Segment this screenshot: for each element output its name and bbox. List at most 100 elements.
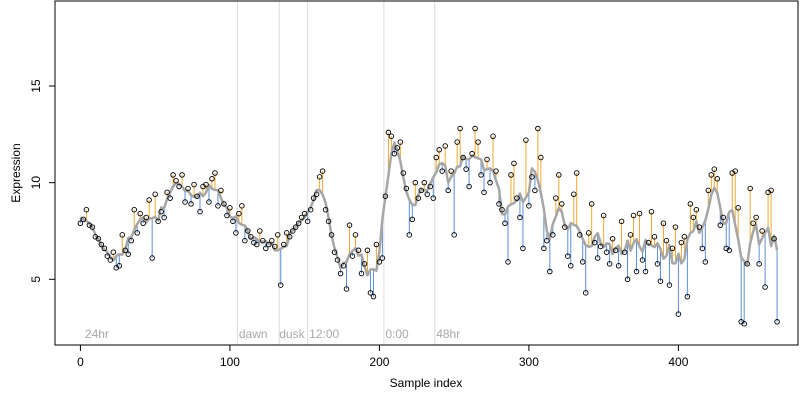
plot-frame: [54, 0, 799, 346]
data-point: [463, 166, 469, 172]
data-point: [242, 237, 248, 244]
data-point: [295, 220, 302, 226]
x-tick-label: 400: [668, 355, 688, 369]
data-point: [550, 232, 556, 238]
data-point: [391, 150, 398, 157]
data-point: [645, 239, 652, 246]
data-point: [687, 201, 694, 207]
data-point: [532, 187, 538, 194]
data-point: [774, 319, 780, 325]
data-point: [266, 241, 272, 248]
data-point: [382, 193, 389, 199]
data-point: [756, 261, 762, 267]
data-point: [355, 247, 362, 254]
data-point: [280, 241, 287, 248]
data-point: [260, 237, 266, 244]
data-point: [591, 239, 598, 246]
x-tick-label: 100: [220, 355, 240, 369]
x-axis-title: Sample index: [390, 376, 463, 390]
data-point: [227, 205, 233, 211]
data-point: [732, 168, 738, 174]
data-point: [137, 210, 143, 217]
data-point: [185, 185, 191, 192]
data-point: [122, 247, 129, 254]
data-point: [430, 195, 436, 201]
time-annotations: 24hr dawn dusk 12:00 0:00 48hr: [85, 327, 460, 341]
data-point: [675, 311, 682, 317]
data-point: [143, 214, 149, 221]
data-point: [636, 210, 643, 217]
data-point: [514, 195, 520, 201]
data-point: [708, 172, 715, 178]
data-point: [373, 241, 380, 248]
data-point: [409, 216, 416, 223]
y-axis: 5 10 15: [29, 79, 55, 283]
data-point: [582, 290, 589, 296]
data-point: [236, 210, 242, 217]
data-point: [257, 228, 263, 234]
fitted-curve: [79, 141, 779, 277]
data-point: [403, 185, 410, 192]
data-point: [750, 220, 756, 226]
data-point: [167, 195, 173, 201]
data-point: [319, 168, 326, 174]
data-point: [457, 125, 463, 132]
data-point: [424, 191, 430, 198]
data-point: [547, 268, 553, 275]
data-point: [523, 137, 529, 143]
y-tick-label: 10: [29, 176, 43, 190]
time-annotation: 24hr: [85, 327, 109, 341]
data-point: [484, 156, 490, 163]
data-point: [481, 189, 487, 196]
data-point: [576, 232, 583, 238]
data-point: [627, 232, 634, 238]
data-point: [125, 251, 132, 257]
data-point: [663, 237, 670, 244]
data-point: [478, 172, 484, 178]
time-annotation: dawn: [239, 327, 268, 341]
data-point: [657, 278, 664, 284]
data-point: [89, 224, 96, 230]
data-point: [621, 249, 628, 255]
data-point: [639, 257, 646, 263]
data-point: [230, 218, 236, 225]
data-point: [298, 214, 305, 221]
data-point: [400, 170, 407, 176]
data-point: [568, 263, 574, 269]
y-tick-label: 5: [29, 276, 43, 283]
data-point: [526, 203, 532, 209]
data-point: [134, 230, 140, 236]
data-point: [209, 176, 215, 182]
data-point: [741, 320, 747, 327]
day-boundary-lines: [236, 1, 436, 345]
data-point: [343, 286, 350, 292]
data-point: [654, 261, 661, 267]
data-point: [349, 253, 356, 259]
data-point: [307, 206, 314, 213]
data-point: [499, 206, 505, 213]
data-point: [301, 210, 308, 217]
data-point: [702, 259, 709, 265]
data-point: [609, 235, 616, 242]
data-point: [753, 214, 759, 221]
data-point: [277, 282, 284, 288]
data-point: [487, 179, 493, 186]
data-point: [128, 237, 134, 244]
data-point: [283, 230, 290, 236]
data-points: [77, 125, 780, 327]
data-point: [367, 290, 374, 296]
data-point: [182, 199, 188, 205]
data-point: [176, 183, 182, 190]
data-point: [421, 179, 428, 186]
data-point: [648, 208, 655, 215]
data-point: [493, 168, 499, 174]
data-point: [197, 208, 203, 215]
data-point: [538, 154, 544, 161]
data-point: [571, 191, 577, 198]
data-point: [771, 235, 777, 242]
data-point: [508, 172, 514, 178]
data-point: [672, 224, 679, 230]
data-point: [681, 234, 688, 240]
data-point: [101, 245, 108, 252]
